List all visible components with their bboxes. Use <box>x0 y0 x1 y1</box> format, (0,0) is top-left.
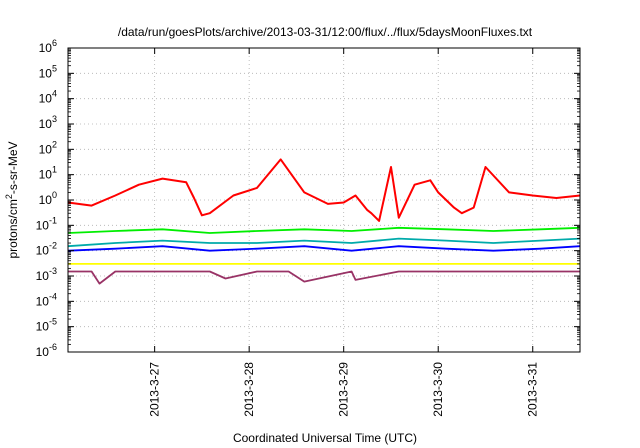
y-tick-exponent: -5 <box>49 317 57 327</box>
y-tick-exponent: -3 <box>49 266 57 276</box>
y-tick-base: 10 <box>36 244 50 258</box>
y-tick-exponent: 0 <box>52 190 57 200</box>
x-tick-label: 2013-3-28 <box>242 362 256 417</box>
series-line-4 <box>67 245 581 252</box>
x-tick-label: 2013-3-30 <box>431 362 445 417</box>
y-tick-exponent: 6 <box>52 38 57 48</box>
x-tick-label: 2013-3-29 <box>337 362 351 417</box>
y-tick-label: 104 <box>39 89 57 106</box>
y-tick-base: 10 <box>39 193 53 207</box>
series-line-2 <box>67 226 581 234</box>
y-tick-base: 10 <box>39 168 53 182</box>
y-axis-label-suffix: -s-sr-MeV <box>6 141 20 194</box>
y-tick-label: 100 <box>39 190 57 207</box>
y-tick-exponent: 1 <box>52 165 57 175</box>
ticks <box>68 47 580 353</box>
y-tick-exponent: -2 <box>49 241 57 251</box>
y-tick-base: 10 <box>36 218 50 232</box>
series-line-6 <box>68 270 580 285</box>
y-tick-base: 10 <box>36 345 50 359</box>
grid <box>68 48 580 352</box>
y-tick-label: 106 <box>39 38 57 55</box>
y-tick-label: 101 <box>39 165 57 182</box>
series-line-1 <box>67 158 581 222</box>
chart-title: /data/run/goesPlots/archive/2013-03-31/1… <box>118 25 533 39</box>
series-line-3 <box>67 237 581 248</box>
y-tick-exponent: -1 <box>49 215 57 225</box>
y-tick-label: 103 <box>39 114 57 131</box>
y-tick-exponent: 4 <box>52 89 57 99</box>
y-tick-base: 10 <box>39 41 53 55</box>
y-tick-label: 10-3 <box>36 266 57 283</box>
y-axis-label: protons/cm2-s-sr-MeV <box>4 141 20 258</box>
y-tick-label: 10-4 <box>36 291 57 308</box>
series-group <box>67 158 581 285</box>
y-tick-base: 10 <box>36 320 50 334</box>
y-tick-label: 10-1 <box>36 215 57 232</box>
y-tick-label: 105 <box>39 63 57 80</box>
y-tick-base: 10 <box>39 92 53 106</box>
y-tick-base: 10 <box>39 117 53 131</box>
y-tick-base: 10 <box>36 269 50 283</box>
y-tick-base: 10 <box>39 142 53 156</box>
x-tick-label: 2013-3-31 <box>526 362 540 417</box>
y-tick-labels: 10-610-510-410-310-210-11001011021031041… <box>36 38 57 359</box>
y-tick-exponent: 2 <box>52 139 57 149</box>
y-axis-label-sup: 2 <box>4 194 14 199</box>
x-tick-labels: 2013-3-27 2013-3-28 2013-3-29 2013-3-30 2013… <box>148 362 540 417</box>
x-tick-label: 2013-3-27 <box>148 362 162 417</box>
y-axis-label-prefix: protons/cm <box>6 199 20 258</box>
y-tick-exponent: 5 <box>52 63 57 73</box>
y-tick-base: 10 <box>39 66 53 80</box>
y-tick-exponent: -6 <box>49 342 57 352</box>
y-tick-exponent: 3 <box>52 114 57 124</box>
y-tick-label: 10-2 <box>36 241 57 258</box>
y-tick-exponent: -4 <box>49 291 57 301</box>
y-tick-base: 10 <box>36 294 50 308</box>
y-tick-label: 102 <box>39 139 57 156</box>
y-tick-label: 10-6 <box>36 342 57 359</box>
y-tick-label: 10-5 <box>36 317 57 334</box>
x-axis-label: Coordinated Universal Time (UTC) <box>233 431 417 445</box>
